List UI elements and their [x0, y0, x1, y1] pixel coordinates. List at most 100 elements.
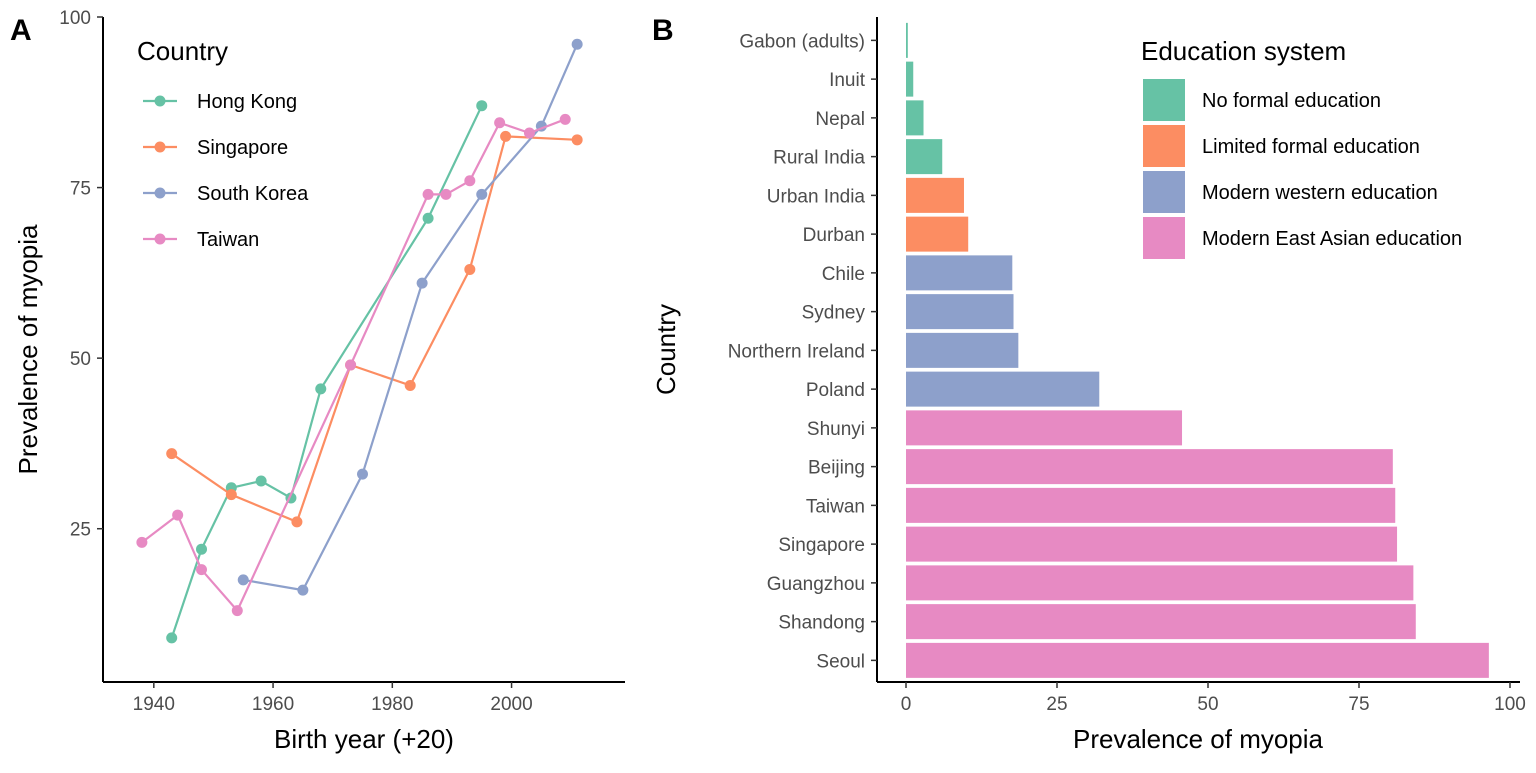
bar-poland — [906, 371, 1100, 407]
series-line-hong-kong — [170, 105, 483, 639]
legend-marker-south-korea — [154, 187, 166, 199]
data-point-singapore — [404, 379, 416, 391]
x-tick-label: 100 — [1494, 694, 1526, 715]
data-point-singapore — [225, 489, 237, 501]
series-line-singapore — [171, 135, 578, 524]
y-tick-label: 25 — [70, 520, 91, 541]
legend-marker-singapore — [154, 141, 166, 153]
data-point-taiwan — [231, 605, 243, 617]
category-label-northern-ireland: Northern Ireland — [728, 341, 865, 362]
data-point-taiwan — [136, 536, 148, 548]
series-line-south-korea — [243, 43, 579, 592]
x-tick-label: 2000 — [490, 694, 532, 715]
y-axis-title: Prevalence of myopia — [13, 224, 43, 475]
y-tick-label: 100 — [59, 8, 91, 29]
category-label-inuit: Inuit — [829, 70, 866, 91]
data-point-south-korea — [476, 188, 488, 200]
x-tick-label: 0 — [901, 694, 912, 715]
legend-title: Country — [137, 36, 228, 66]
category-label-singapore: Singapore — [778, 535, 865, 556]
bar-seoul — [906, 642, 1489, 678]
category-label-chile: Chile — [822, 264, 865, 285]
y-tick-label: 50 — [70, 349, 91, 370]
data-point-taiwan — [440, 188, 452, 200]
data-point-hong-kong — [196, 543, 208, 555]
x-axis-title: Prevalence of myopia — [1073, 724, 1324, 754]
bar-nepal — [906, 100, 924, 136]
bar-shunyi — [906, 410, 1183, 446]
data-point-taiwan — [345, 359, 357, 371]
x-tick-label: 25 — [1046, 694, 1067, 715]
data-point-hong-kong — [476, 100, 488, 112]
panel-a-tag: A — [10, 14, 32, 47]
data-point-taiwan — [559, 113, 571, 125]
x-tick-label: 1980 — [371, 694, 413, 715]
bar-durban — [906, 216, 969, 252]
x-tick-label: 1960 — [252, 694, 294, 715]
bar-guangzhou — [906, 565, 1414, 601]
x-tick-label: 1940 — [133, 694, 175, 715]
legend-swatch-no-formal-education — [1143, 79, 1185, 121]
data-point-hong-kong — [315, 383, 327, 395]
category-label-seoul: Seoul — [816, 651, 865, 672]
data-point-taiwan — [172, 509, 184, 521]
data-point-south-korea — [416, 277, 428, 289]
category-label-durban: Durban — [803, 225, 865, 246]
panel-a-line-chart: 25 50 75 100 1940 1960 1980 2000 Birth year (+20… — [13, 8, 625, 754]
data-point-singapore — [166, 448, 178, 460]
bar-northern-ireland — [906, 332, 1019, 368]
legend-label-modern-western-education: Modern western education — [1202, 182, 1438, 204]
legend-label-taiwan: Taiwan — [197, 229, 259, 251]
bar-shandong — [906, 604, 1416, 640]
category-label-sydney: Sydney — [802, 303, 866, 324]
bar-sydney — [906, 294, 1014, 330]
panel-b-bar-chart: Gabon (adults) Inuit Nepal Rural India Urban… — [651, 17, 1526, 754]
bar-taiwan — [906, 487, 1396, 523]
category-label-urban-india: Urban India — [767, 186, 866, 207]
panel-b-tag: B — [652, 14, 674, 47]
bar-singapore — [906, 526, 1398, 562]
data-point-south-korea — [357, 468, 368, 480]
data-point-singapore — [500, 130, 512, 142]
legend-label-no-formal-education: No formal education — [1202, 90, 1381, 112]
category-label-rural-india: Rural India — [773, 148, 865, 169]
legend-swatch-limited-formal-education — [1143, 125, 1185, 167]
category-label-shunyi: Shunyi — [807, 419, 865, 440]
data-point-taiwan — [196, 564, 208, 576]
y-axis-title: Country — [651, 304, 681, 395]
bar-beijing — [906, 449, 1393, 485]
bar-chile — [906, 255, 1013, 291]
data-point-south-korea — [297, 584, 309, 596]
data-point-south-korea — [237, 574, 249, 586]
bar-rural-india — [906, 139, 943, 175]
legend-label-singapore: Singapore — [197, 137, 288, 159]
legend-title: Education system — [1141, 36, 1346, 66]
legend-marker-taiwan — [154, 233, 166, 245]
data-point-singapore — [464, 263, 476, 275]
x-tick-label: 75 — [1348, 694, 1369, 715]
legend-swatch-modern-east-asian-education — [1143, 217, 1185, 259]
category-label-guangzhou: Guangzhou — [767, 574, 865, 595]
x-tick-label: 50 — [1197, 694, 1218, 715]
bar-gabon-adults — [906, 22, 908, 58]
category-label-nepal: Nepal — [815, 109, 865, 130]
bar-inuit — [906, 61, 914, 97]
category-label-beijing: Beijing — [808, 458, 865, 479]
bar-urban-india — [906, 177, 964, 213]
legend-label-limited-formal-education: Limited formal education — [1202, 136, 1420, 158]
category-label-poland: Poland — [806, 380, 865, 401]
data-point-hong-kong — [166, 632, 178, 644]
data-point-taiwan — [494, 117, 506, 129]
data-point-singapore — [291, 516, 303, 528]
legend-label-modern-east-asian-education: Modern East Asian education — [1202, 228, 1462, 250]
data-point-taiwan — [523, 127, 535, 139]
data-point-south-korea — [571, 38, 583, 50]
legend-swatch-modern-western-education — [1143, 171, 1185, 213]
category-label-taiwan: Taiwan — [806, 496, 865, 517]
legend-marker-hong-kong — [154, 95, 166, 107]
data-point-taiwan — [464, 175, 476, 187]
data-point-singapore — [571, 134, 583, 146]
y-tick-label: 75 — [70, 179, 91, 200]
